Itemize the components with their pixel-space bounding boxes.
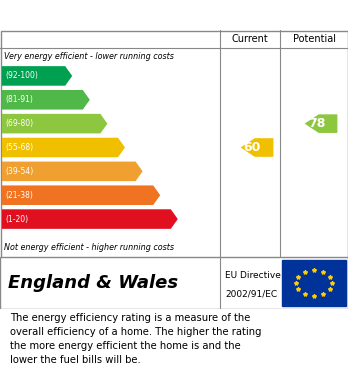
Text: B: B [89,92,101,107]
Text: A: A [71,68,83,83]
FancyArrow shape [304,114,338,133]
Text: The energy efficiency rating is a measure of the
overall efficiency of a home. T: The energy efficiency rating is a measur… [10,313,262,365]
Text: EU Directive: EU Directive [225,271,281,280]
Bar [282,260,346,306]
Text: (39-54): (39-54) [5,167,33,176]
FancyArrow shape [2,185,160,205]
Text: C: C [107,116,118,131]
FancyArrow shape [2,90,90,109]
Text: (81-91): (81-91) [5,95,33,104]
FancyArrow shape [2,66,72,86]
Text: Very energy efficient - lower running costs: Very energy efficient - lower running co… [4,52,174,61]
FancyArrow shape [2,114,108,133]
FancyArrow shape [2,209,178,229]
Text: Potential: Potential [293,34,335,44]
FancyArrow shape [240,138,274,157]
Text: 78: 78 [308,117,325,130]
Text: (1-20): (1-20) [5,215,28,224]
Text: England & Wales: England & Wales [8,274,178,292]
Text: G: G [176,212,189,226]
Text: Not energy efficient - higher running costs: Not energy efficient - higher running co… [4,243,174,252]
Text: (21-38): (21-38) [5,191,33,200]
Text: (69-80): (69-80) [5,119,33,128]
FancyArrow shape [2,138,125,157]
FancyArrow shape [2,161,143,181]
Text: E: E [142,164,153,179]
Text: Current: Current [232,34,268,44]
Text: (92-100): (92-100) [5,72,38,81]
Text: Energy Efficiency Rating: Energy Efficiency Rating [9,7,211,23]
Text: 60: 60 [244,141,261,154]
Text: 2002/91/EC: 2002/91/EC [225,290,277,299]
Text: (55-68): (55-68) [5,143,33,152]
Text: F: F [160,188,170,203]
Text: D: D [124,140,136,155]
